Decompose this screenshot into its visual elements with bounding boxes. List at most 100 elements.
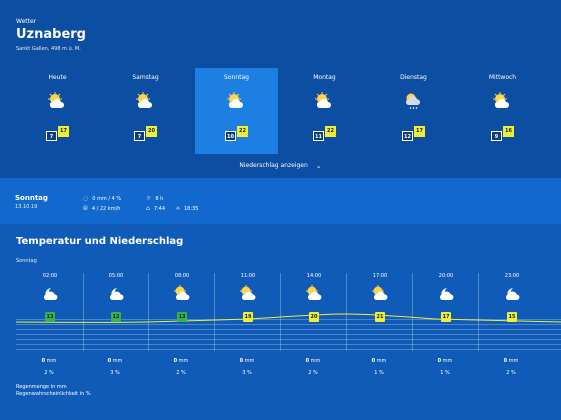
- mm-unit: mm: [508, 358, 519, 364]
- max-temp: 17: [414, 126, 425, 137]
- rain-stat: ◌ 0 mm / 4 %: [83, 195, 121, 202]
- section-subtitle: Sonntag: [16, 258, 37, 264]
- droplet-icon: ◌: [83, 195, 89, 202]
- hour-temp: 13: [45, 312, 55, 322]
- moon-cloud-icon: [106, 285, 128, 301]
- precip-percent: 1 %: [374, 370, 384, 376]
- day-name: Mittwoch: [488, 74, 517, 81]
- precip-mm: 0: [173, 358, 178, 364]
- max-temp: 20: [146, 126, 157, 137]
- hour-precip: 0 mm 2 %: [496, 358, 526, 376]
- forecast-header: [0, 0, 561, 178]
- hour-temp: 20: [309, 312, 319, 322]
- section-title: Temperatur und Niederschlag: [16, 236, 184, 247]
- day-name: Montag: [313, 74, 336, 81]
- day-name: Sonntag: [224, 74, 249, 81]
- precip-percent: 3 %: [110, 370, 120, 376]
- hour-precip: 0 mm 1 %: [430, 358, 460, 376]
- sunset-value: 18:35: [183, 206, 199, 212]
- precip-percent: 2 %: [176, 370, 186, 376]
- partly-sunny-icon: [491, 92, 515, 110]
- mm-unit: mm: [442, 358, 453, 364]
- hour-precip: 0 mm 2 %: [34, 358, 64, 376]
- hour-precip: 0 mm 3 %: [100, 358, 130, 376]
- precip-mm: 0: [503, 358, 508, 364]
- day-card-samstag[interactable]: Samstag 7 20: [104, 68, 187, 154]
- hour-temp: 21: [375, 312, 385, 322]
- hour-precip: 0 mm 2 %: [298, 358, 328, 376]
- day-temps: 11 22: [283, 126, 366, 141]
- moon-cloud-icon: [502, 285, 524, 301]
- precip-percent: 2 %: [506, 370, 516, 376]
- sunset-stat: ⟡ 18:35: [176, 205, 198, 213]
- mm-unit: mm: [310, 358, 321, 364]
- partly-sunny-icon: [134, 92, 158, 110]
- precip-percent: 1 %: [440, 370, 450, 376]
- hour-separator: [412, 273, 413, 351]
- precipitation-toggle[interactable]: Niederschlag anzeigen ⌄: [0, 162, 561, 170]
- min-temp: 7: [46, 131, 57, 141]
- hour-separator: [478, 273, 479, 351]
- mm-unit: mm: [46, 358, 57, 364]
- day-name: Heute: [48, 74, 67, 81]
- partly-sunny-icon: [46, 92, 70, 110]
- hour-time: 05:00: [108, 273, 124, 279]
- sunset-icon: ⟡: [176, 205, 180, 212]
- chevron-down-icon: ⌄: [315, 162, 322, 170]
- mm-unit: mm: [244, 358, 255, 364]
- day-name: Samstag: [132, 74, 159, 81]
- section-kicker: Wetter: [16, 18, 37, 25]
- mm-unit: mm: [112, 358, 123, 364]
- day-temps: 7 17: [16, 126, 99, 141]
- partly-sunny-icon: [304, 285, 326, 301]
- precip-mm: 0: [239, 358, 244, 364]
- max-temp: 17: [58, 126, 69, 137]
- hour-temp: 12: [111, 312, 121, 322]
- chart-bands: [16, 319, 561, 351]
- day-temps: 10 22: [195, 126, 278, 141]
- hour-time: 08:00: [174, 273, 190, 279]
- day-card-mittwoch[interactable]: Mittwoch 9 16: [461, 68, 544, 154]
- hour-temp: 17: [441, 312, 451, 322]
- sunrise-icon: ⌂: [146, 205, 150, 212]
- min-temp: 12: [402, 131, 413, 141]
- min-temp: 7: [134, 131, 145, 141]
- wind-value: 4 / 22 km/h: [91, 206, 121, 212]
- day-temps: 12 17: [372, 126, 455, 141]
- day-card-montag[interactable]: Montag 11 22: [283, 68, 366, 154]
- rain-value: 0 mm / 4 %: [92, 195, 122, 202]
- hour-separator: [346, 273, 347, 351]
- hour-time: 17:00: [372, 273, 388, 279]
- max-temp: 16: [503, 126, 514, 137]
- hour-separator: [148, 273, 149, 351]
- min-temp: 10: [225, 131, 236, 141]
- sun-icon: ☼: [146, 195, 152, 202]
- chart-legend: Regenmenge in mm Regenwahrscheinlichkeit…: [16, 384, 91, 398]
- partly-sunny-icon: [238, 285, 260, 301]
- sun-hours-value: 8 h: [155, 195, 164, 202]
- min-temp: 11: [313, 131, 324, 141]
- precip-percent: 2 %: [44, 370, 54, 376]
- summary-date: 13.10.19: [15, 204, 38, 210]
- precip-mm: 0: [41, 358, 46, 364]
- precip-percent: 3 %: [242, 370, 252, 376]
- location-subtitle: Sankt Gallen, 498 m ü. M.: [16, 46, 81, 52]
- hourly-chart: 02:00 05:00 08:00 11:00 14:00 17:00 20:0…: [16, 267, 561, 351]
- max-temp: 22: [325, 126, 336, 137]
- hour-time: 02:00: [42, 273, 58, 279]
- precip-mm: 0: [371, 358, 376, 364]
- partly-sunny-icon: [225, 92, 249, 110]
- hour-time: 11:00: [240, 273, 256, 279]
- day-card-dienstag[interactable]: Dienstag 12 17: [372, 68, 455, 154]
- moon-cloud-icon: [40, 285, 62, 301]
- moon-cloud-icon: [436, 285, 458, 301]
- hour-temp: 15: [507, 312, 517, 322]
- hour-precip: 0 mm 3 %: [232, 358, 262, 376]
- sun-hours-stat: ☼ 8 h: [146, 195, 163, 202]
- day-temps: 9 16: [461, 126, 544, 141]
- day-card-heute[interactable]: Heute 7 17: [16, 68, 99, 154]
- daily-forecast: Heute 7 17 Samstag 7 20 Sonntag: [0, 68, 561, 154]
- day-name: Dienstag: [400, 74, 427, 81]
- partly-sunny-icon: [313, 92, 337, 110]
- day-card-sonntag[interactable]: Sonntag 10 22: [195, 68, 278, 154]
